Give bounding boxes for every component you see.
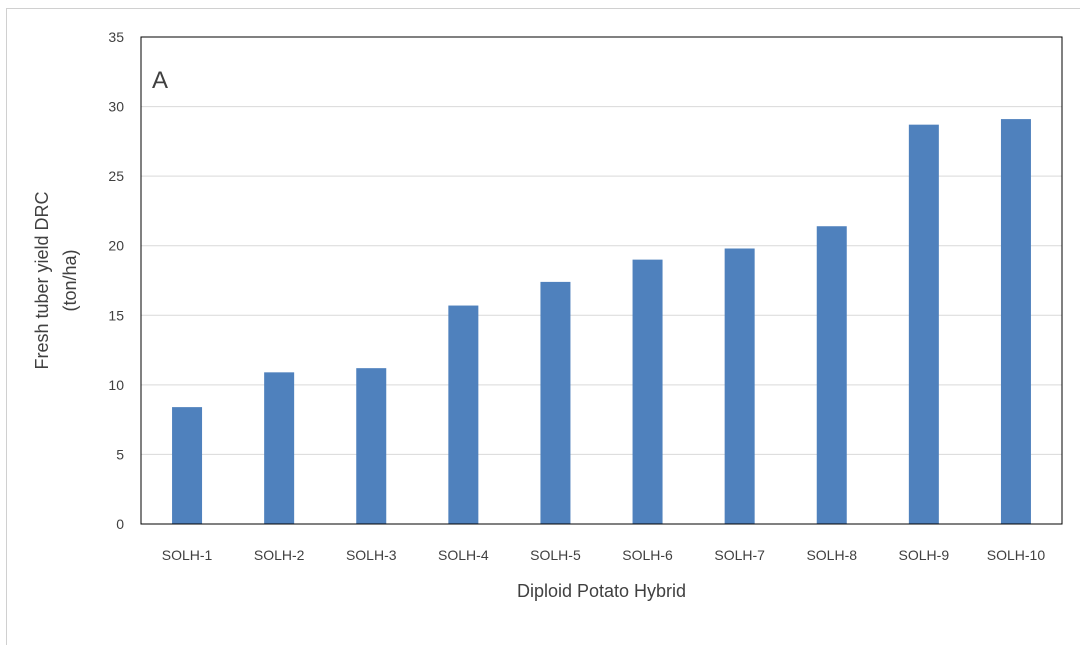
panel-label: A — [152, 67, 168, 94]
bar-solh-3 — [356, 368, 387, 524]
y-tick-label: 10 — [108, 377, 124, 393]
bar-solh-9 — [908, 124, 939, 524]
bar-solh-1 — [172, 407, 203, 524]
plot-frame — [140, 36, 1063, 525]
y-axis-title-line-2: (ton/ha) — [60, 249, 80, 311]
x-tick-label: SOLH-4 — [438, 547, 489, 563]
x-tick-label: SOLH-8 — [806, 547, 857, 563]
x-tick-label: SOLH-6 — [622, 547, 673, 563]
y-axis-title-line-1: Fresh tuber yield DRC — [32, 191, 52, 369]
x-tick-label: SOLH-2 — [254, 547, 305, 563]
x-tick-labels: SOLH-1 SOLH-2 SOLH-3 SOLH-4 SOLH-5 SOLH-6 SOLH… — [162, 547, 1046, 563]
x-axis-title: Diploid Potato Hybrid — [517, 581, 686, 601]
bar-solh-8 — [816, 226, 847, 524]
bar-solh-4 — [448, 305, 479, 524]
y-tick-label: 35 — [108, 29, 124, 45]
bar-solh-2 — [264, 372, 295, 524]
bar-solh-7 — [724, 248, 755, 525]
y-tick-labels: 0 5 10 15 20 25 30 35 — [108, 29, 124, 532]
bar-solh-6 — [632, 259, 663, 524]
y-tick-label: 5 — [116, 446, 124, 462]
y-tick-label: 20 — [108, 238, 124, 254]
bar-solh-10 — [1000, 119, 1031, 524]
chart-area — [6, 8, 1080, 645]
y-tick-label: 25 — [108, 168, 124, 184]
x-tick-label: SOLH-5 — [530, 547, 581, 563]
bars — [172, 119, 1031, 525]
x-tick-label: SOLH-9 — [899, 547, 950, 563]
x-tick-label: SOLH-1 — [162, 547, 213, 563]
bar-solh-5 — [540, 281, 571, 524]
gridlines — [141, 106, 1062, 455]
x-tick-label: SOLH-10 — [987, 547, 1046, 563]
y-tick-label: 0 — [116, 516, 124, 532]
y-tick-label: 15 — [108, 307, 124, 323]
x-tick-label: SOLH-7 — [714, 547, 765, 563]
y-tick-label: 30 — [108, 99, 124, 115]
x-tick-label: SOLH-3 — [346, 547, 397, 563]
